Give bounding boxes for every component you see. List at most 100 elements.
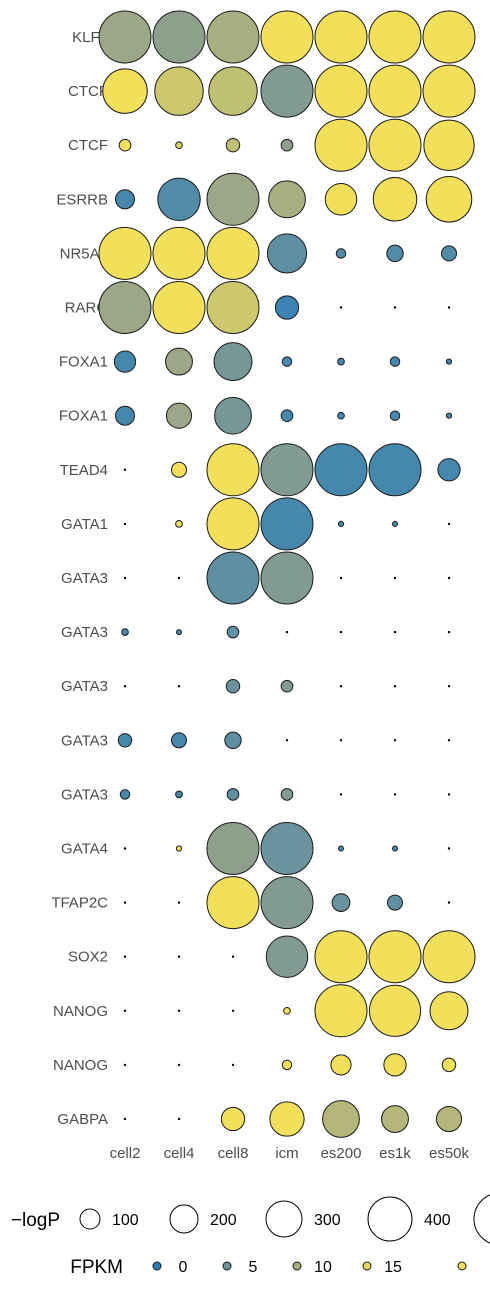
color-legend-key	[292, 1261, 302, 1271]
bubble	[339, 576, 343, 580]
bubble	[440, 245, 458, 262]
bubble	[335, 248, 347, 259]
column-label: es50k	[429, 1145, 470, 1162]
color-legend-title: FPKM	[70, 1257, 123, 1278]
size-legend-label: 100	[112, 1212, 139, 1229]
bubble	[266, 233, 308, 274]
size-legend-label: 400	[424, 1212, 451, 1229]
bubble	[280, 679, 294, 693]
bubble	[339, 630, 343, 634]
bubble	[206, 281, 260, 334]
bubble	[260, 10, 314, 64]
row-label: RARG	[65, 300, 108, 317]
bubble	[117, 733, 133, 748]
bubble	[152, 10, 206, 64]
bubble	[285, 739, 289, 742]
bubble	[123, 576, 127, 580]
bubble	[447, 576, 451, 580]
size-legend-key	[265, 1200, 303, 1238]
row-label: NANOG	[53, 1003, 108, 1020]
color-legend-key	[362, 1261, 372, 1271]
bubble	[281, 356, 293, 367]
row-label: SOX2	[68, 949, 108, 966]
row-label: GATA3	[61, 732, 108, 749]
bubble	[447, 793, 451, 796]
bubble	[368, 930, 422, 984]
bubble	[260, 443, 314, 497]
bubble	[441, 1057, 457, 1073]
color-legend-key	[222, 1261, 232, 1271]
row-label: CTCF	[68, 83, 108, 100]
bubble	[206, 226, 260, 280]
bubble	[231, 1009, 235, 1012]
bubble	[339, 739, 343, 742]
bubble	[280, 138, 294, 152]
bubble	[170, 732, 188, 749]
color-legend-label: 15	[384, 1259, 402, 1276]
bubble	[175, 845, 183, 852]
bubble	[393, 793, 397, 796]
row-label: GATA3	[61, 678, 108, 695]
row-label: GATA3	[61, 786, 108, 803]
size-legend-key	[367, 1196, 413, 1242]
bubble	[123, 685, 127, 688]
bubble	[260, 822, 314, 875]
bubble	[206, 822, 260, 875]
bubble	[123, 955, 127, 958]
row-label: FOXA1	[59, 408, 108, 425]
bubble	[123, 1117, 127, 1121]
bubble	[113, 350, 137, 373]
bubble	[269, 1101, 305, 1137]
bubble	[314, 10, 368, 64]
bubble	[121, 628, 129, 636]
size-legend-label: 300	[314, 1212, 341, 1229]
row-label: TEAD4	[60, 462, 108, 479]
bubble	[123, 1009, 127, 1012]
bubble	[314, 930, 368, 984]
bubble	[206, 443, 260, 497]
bubble	[324, 183, 358, 216]
bubble	[206, 10, 260, 64]
row-label: NR5A2	[60, 245, 108, 262]
bubble	[115, 189, 135, 210]
bubble	[177, 685, 181, 688]
size-legend-title: −logP	[11, 1210, 60, 1231]
bubble	[176, 629, 182, 636]
bubble	[422, 64, 476, 118]
bubble	[330, 1054, 352, 1076]
column-label: cell2	[110, 1145, 141, 1162]
column-label: es200	[321, 1145, 362, 1162]
bubble	[383, 1053, 407, 1077]
row-label: GATA1	[61, 516, 108, 533]
bubble	[177, 901, 181, 904]
bubble	[177, 1117, 181, 1121]
bubble	[206, 497, 260, 551]
color-legend-label: 10	[314, 1259, 332, 1276]
bubble	[177, 1063, 181, 1067]
bubble	[339, 306, 343, 309]
bubble	[206, 876, 260, 930]
bubble	[123, 847, 127, 850]
bubble	[389, 410, 401, 421]
bubble	[285, 630, 289, 634]
bubble	[425, 176, 473, 223]
bubble	[447, 739, 451, 742]
bubble	[339, 685, 343, 688]
bubble	[154, 66, 204, 116]
bubble	[393, 739, 397, 742]
bubble	[123, 901, 127, 904]
bubble	[386, 894, 404, 911]
bubble	[381, 1105, 409, 1133]
color-legend: FPKM 0 5 10 15	[70, 1257, 467, 1278]
bubble	[281, 1059, 293, 1071]
size-legend: −logP 100 200 300 400	[11, 1194, 490, 1244]
bubble	[435, 1105, 463, 1133]
row-label: ESRRB	[56, 191, 108, 208]
bubble	[177, 576, 181, 580]
bubble	[226, 625, 240, 639]
bubble	[447, 522, 451, 526]
bubble	[220, 1106, 246, 1132]
bubble	[338, 845, 344, 852]
bubble	[447, 847, 451, 850]
bubble	[175, 790, 183, 799]
